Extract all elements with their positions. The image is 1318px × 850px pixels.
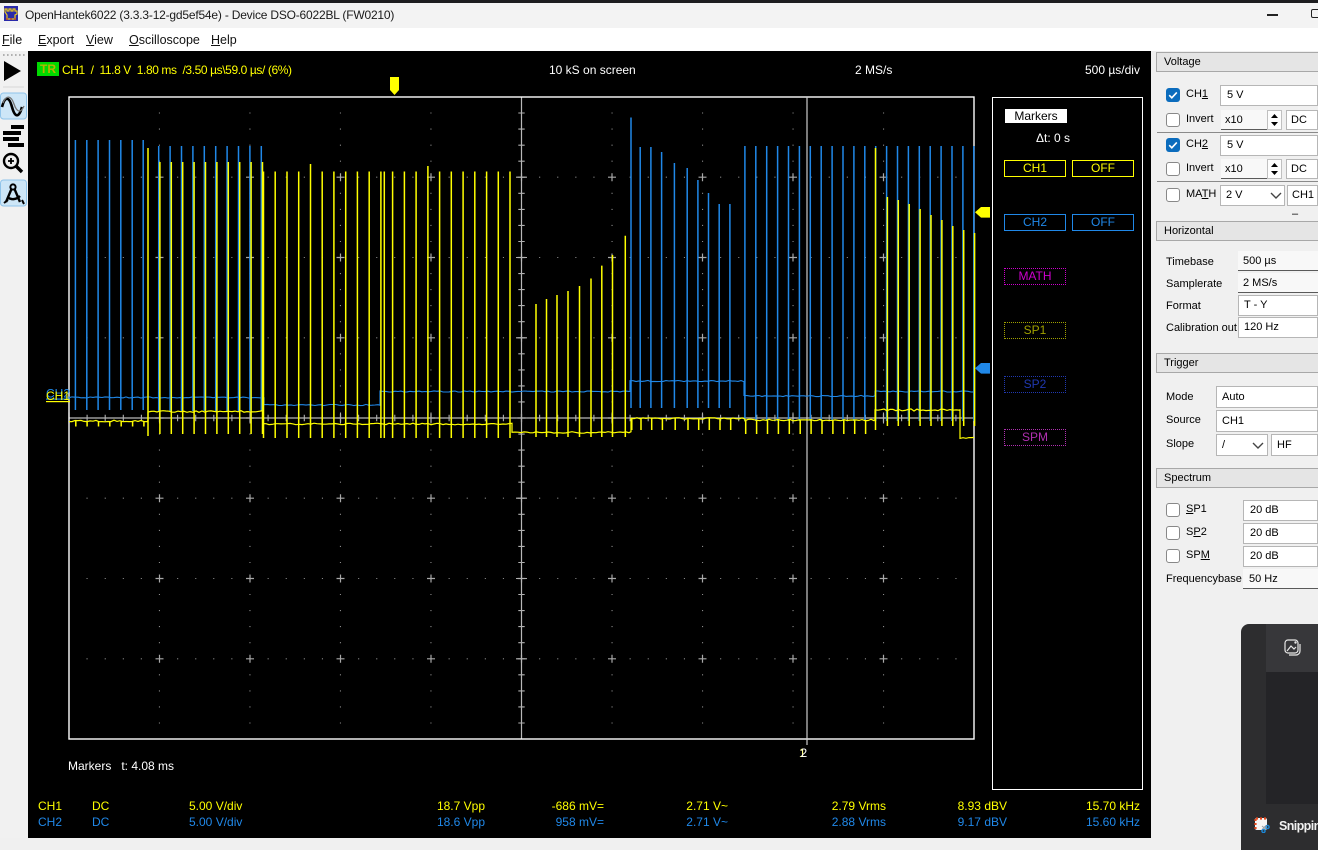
svg-text:1: 1 bbox=[799, 746, 806, 760]
svg-text:2: 2 bbox=[801, 746, 808, 760]
svg-text:CH1: CH1 bbox=[46, 389, 70, 403]
svg-text:CH2: CH2 bbox=[46, 387, 70, 401]
